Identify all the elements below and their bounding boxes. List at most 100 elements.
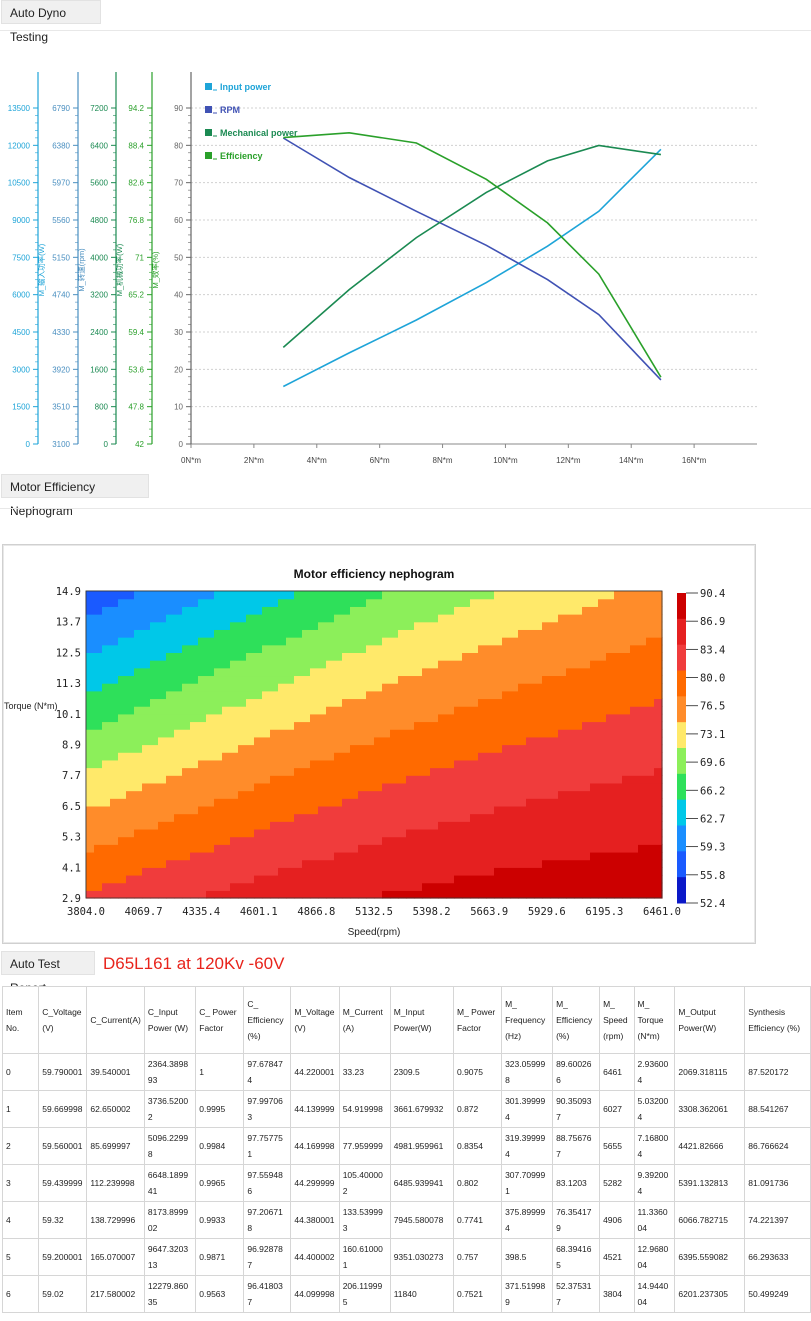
- heatmap-cell: [270, 828, 279, 838]
- heatmap-cell: [598, 752, 607, 761]
- heatmap-cell: [94, 621, 103, 630]
- heatmap-cell: [478, 805, 487, 815]
- heatmap-cell: [470, 690, 479, 700]
- heatmap-cell: [494, 652, 503, 661]
- heatmap-cell: [566, 744, 575, 753]
- heatmap-cell: [590, 890, 599, 899]
- heatmap-cell: [654, 637, 663, 646]
- heatmap-cell: [110, 660, 119, 669]
- heatmap-cell: [190, 890, 199, 899]
- heatmap-cell: [638, 752, 647, 761]
- heatmap-cell: [86, 614, 95, 623]
- heatmap-cell: [550, 790, 559, 799]
- heatmap-cell: [374, 874, 383, 884]
- heatmap-cell: [110, 782, 119, 792]
- heatmap-cell: [390, 767, 399, 776]
- heatmap-cell: [494, 706, 503, 715]
- heatmap-cell: [446, 844, 455, 853]
- heatmap-cell: [582, 890, 591, 899]
- heatmap-cell: [534, 667, 543, 677]
- heatmap-cell: [206, 874, 215, 884]
- heatmap-cell: [422, 859, 431, 868]
- heatmap-cell: [86, 598, 95, 607]
- heatmap-cell: [214, 598, 223, 607]
- heatmap-cell: [542, 667, 551, 677]
- heatmap-cell: [302, 882, 311, 891]
- heatmap-cell: [646, 874, 655, 884]
- heatmap-cell: [350, 637, 359, 646]
- heatmap-cell: [230, 629, 239, 638]
- heatmap-cell: [302, 782, 311, 792]
- heatmap-cell: [582, 706, 591, 715]
- heatmap-cell: [582, 867, 591, 876]
- heatmap-cell: [230, 675, 239, 684]
- heatmap-cell: [446, 713, 455, 723]
- heatmap-cell: [214, 652, 223, 661]
- heatmap-cell: [214, 706, 223, 715]
- heatmap-cell: [454, 790, 463, 799]
- column-header: C_ Power Factor: [195, 986, 245, 1054]
- heatmap-cell: [174, 629, 183, 638]
- heatmap-cell: [318, 652, 327, 661]
- heatmap-cell: [422, 667, 431, 677]
- colorbar-tick-label: 52.4: [700, 898, 725, 910]
- heatmap-cell: [190, 660, 199, 669]
- heatmap-cell: [366, 851, 375, 861]
- heatmap-cell: [446, 598, 455, 607]
- heatmap-cell: [190, 698, 199, 707]
- heatmap-cell: [238, 614, 247, 623]
- heatmap-cell: [374, 844, 383, 853]
- heatmap-cell: [110, 683, 119, 692]
- heatmap-cell: [142, 598, 151, 607]
- heatmap-cell: [302, 775, 311, 784]
- heatmap-cell: [406, 759, 415, 769]
- heatmap-cell: [414, 851, 423, 861]
- x-tick-label: 4866.8: [297, 906, 335, 918]
- heatmap-cell: [206, 890, 215, 899]
- heatmap-cell: [318, 805, 327, 815]
- heatmap-cell: [206, 706, 215, 715]
- heatmap-cell: [398, 767, 407, 776]
- heatmap-cell: [646, 690, 655, 700]
- heatmap-cell: [614, 867, 623, 876]
- heatmap-cell: [534, 736, 543, 746]
- heatmap-cell: [630, 598, 639, 607]
- heatmap-cell: [254, 706, 263, 715]
- heatmap-cell: [462, 736, 471, 746]
- heatmap-cell: [494, 782, 503, 792]
- heatmap-cell: [126, 683, 135, 692]
- heatmap-cell: [646, 828, 655, 838]
- y-tick-label: 14.9: [56, 586, 81, 598]
- tab-auto-test-report[interactable]: Auto Test Report: [1, 951, 95, 995]
- heatmap-cell: [270, 698, 279, 707]
- heatmap-cell: [454, 821, 463, 830]
- heatmap-cell: [382, 690, 391, 700]
- heatmap-cell: [526, 844, 535, 853]
- heatmap-cell: [430, 836, 439, 845]
- heatmap-cell: [454, 767, 463, 776]
- heatmap-cell: [502, 713, 511, 723]
- heatmap-cell: [406, 874, 415, 884]
- heatmap-cell: [478, 660, 487, 669]
- heatmap-cell: [302, 706, 311, 715]
- heatmap-cell: [638, 652, 647, 661]
- tab-motor-efficiency-nephogram[interactable]: Motor Efficiency Nephogram: [1, 474, 149, 518]
- heatmap-cell: [406, 828, 415, 838]
- heatmap-cell: [270, 706, 279, 715]
- heatmap-cell: [174, 890, 183, 899]
- heatmap-cell: [486, 637, 495, 646]
- heatmap-cell: [574, 890, 583, 899]
- heatmap-cell: [646, 767, 655, 776]
- heatmap-cell: [126, 882, 135, 891]
- column-header: M_Current (A): [338, 986, 391, 1054]
- heatmap-cell: [326, 798, 335, 807]
- heatmap-cell: [430, 790, 439, 799]
- heatmap-cell: [294, 828, 303, 838]
- tab-auto-dyno-testing[interactable]: Auto Dyno Testing: [1, 0, 101, 44]
- heatmap-cell: [118, 752, 127, 761]
- heatmap-cell: [598, 637, 607, 646]
- heatmap-cell: [422, 598, 431, 607]
- heatmap-cell: [582, 759, 591, 769]
- heatmap-cell: [550, 683, 559, 692]
- heatmap-cell: [478, 874, 487, 884]
